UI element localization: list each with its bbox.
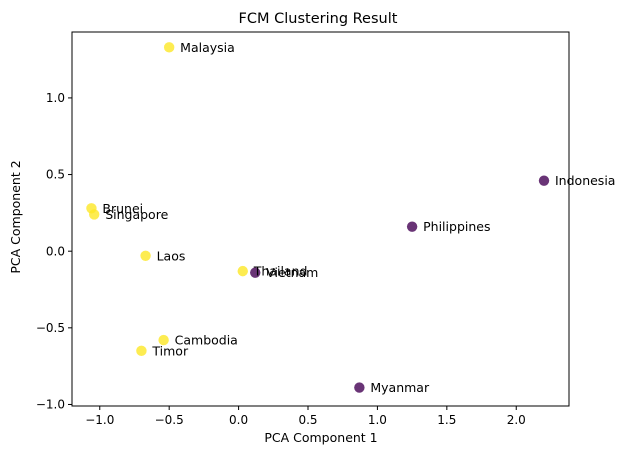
x-tick-label-3: 0.5: [298, 413, 317, 427]
x-tick-label-6: 2.0: [507, 413, 526, 427]
point-label-2: Singapore: [105, 207, 168, 222]
data-point-3: [140, 250, 151, 261]
x-tick-label-5: 1.5: [437, 413, 456, 427]
data-point-10: [354, 382, 365, 393]
plot-frame: [71, 31, 570, 407]
y-tick-label-2: 0.0: [46, 244, 65, 258]
y-tick-label-1: −0.5: [36, 321, 65, 335]
data-point-7: [250, 267, 261, 278]
point-label-10: Myanmar: [370, 380, 430, 395]
data-point-8: [538, 175, 550, 186]
x-axis-label: PCA Component 1: [264, 430, 377, 445]
point-label-9: Philippines: [423, 219, 490, 234]
x-tick-label-1: −0.5: [155, 413, 184, 427]
x-tick-label-4: 1.0: [368, 413, 387, 427]
point-label-4: Thailand: [253, 264, 308, 279]
point-label-3: Laos: [157, 248, 186, 263]
y-axis-label: PCA Component 2: [8, 160, 23, 273]
data-point-9: [406, 221, 418, 232]
y-tick-label-0: −1.0: [36, 398, 65, 412]
point-label-5: Cambodia: [175, 333, 238, 348]
point-label-7: Vietnam: [266, 265, 318, 280]
data-point-2: [89, 209, 100, 220]
point-label-1: Brunei: [102, 201, 143, 216]
x-tick-label-0: −1.0: [85, 413, 114, 427]
data-point-5: [158, 334, 169, 346]
data-point-0: [163, 42, 175, 53]
x-tick-label-2: 0.0: [229, 413, 248, 427]
y-tick-label-4: 1.0: [46, 91, 65, 105]
point-label-6: Timor: [151, 343, 189, 358]
point-label-8: Indonesia: [555, 173, 615, 188]
chart-title: FCM Clustering Result: [239, 11, 398, 27]
data-point-6: [136, 345, 147, 357]
point-label-0: Malaysia: [180, 40, 235, 55]
y-tick-label-3: 0.5: [46, 168, 65, 182]
data-point-4: [237, 265, 248, 277]
